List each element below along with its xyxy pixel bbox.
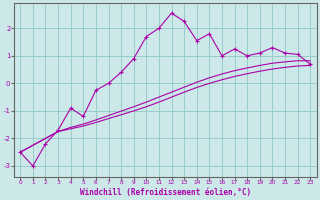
X-axis label: Windchill (Refroidissement éolien,°C): Windchill (Refroidissement éolien,°C) (80, 188, 251, 197)
